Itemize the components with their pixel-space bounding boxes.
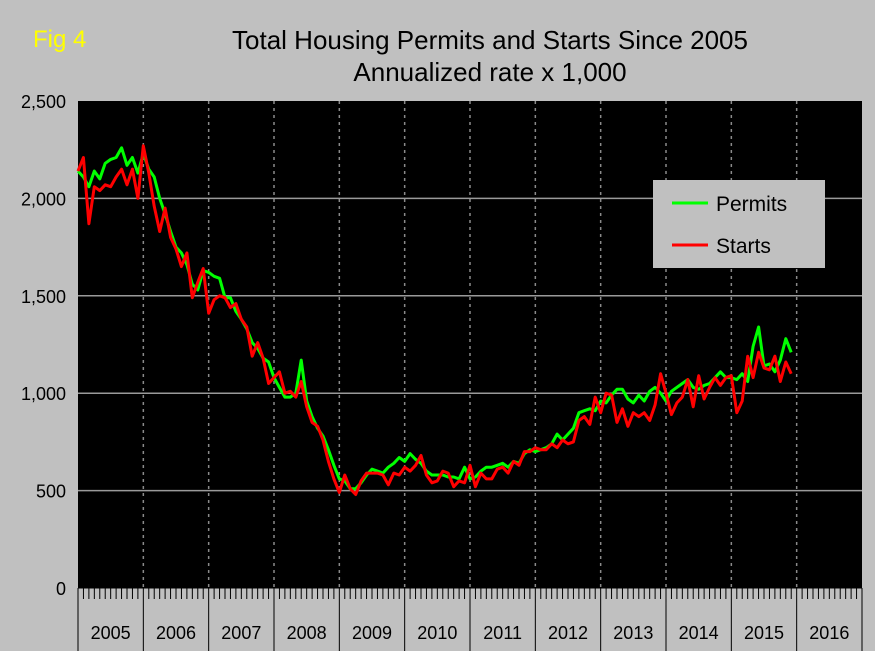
legend-label: Starts [716, 235, 771, 258]
chart-title-block: Total Housing Permits and Starts Since 2… [140, 24, 840, 88]
x-tick-label: 2014 [679, 623, 719, 643]
x-tick-label: 2009 [352, 623, 392, 643]
y-tick-label: 1,000 [21, 384, 66, 404]
legend-label: Permits [716, 193, 787, 216]
legend-box [653, 180, 825, 268]
x-tick-label: 2011 [483, 623, 522, 643]
y-tick-label: 0 [56, 579, 66, 599]
x-tick-label: 2012 [548, 623, 588, 643]
x-tick-label: 2013 [613, 623, 653, 643]
x-tick-label: 2010 [417, 623, 457, 643]
y-tick-label: 500 [36, 482, 66, 502]
x-tick-label: 2008 [287, 623, 327, 643]
x-tick-label: 2007 [221, 623, 261, 643]
x-tick-label: 2005 [91, 623, 131, 643]
x-tick-label: 2006 [156, 623, 196, 643]
y-tick-label: 2,500 [21, 92, 66, 112]
figure-label: Fig 4 [33, 26, 87, 53]
series-line-starts [76, 144, 793, 496]
y-tick-label: 1,500 [21, 287, 66, 307]
x-tick-label: 2016 [809, 623, 849, 643]
chart-title: Total Housing Permits and Starts Since 2… [232, 25, 748, 55]
y-tick-label: 2,000 [21, 189, 66, 209]
x-tick-label: 2015 [744, 623, 784, 643]
chart-subtitle: Annualized rate x 1,000 [353, 57, 627, 87]
